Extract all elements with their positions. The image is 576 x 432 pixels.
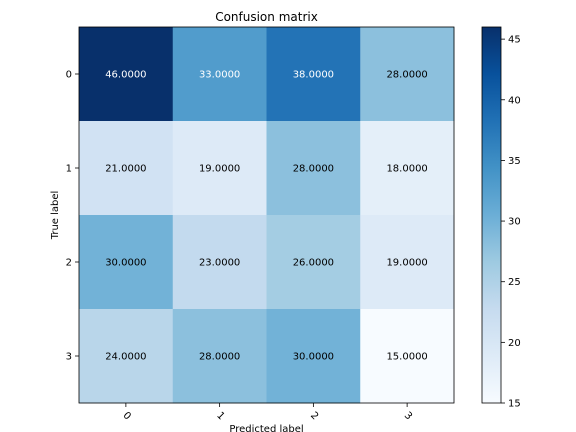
y-tick-label: 3: [66, 352, 72, 363]
chart-title: Confusion matrix: [215, 10, 318, 24]
colorbar-tick-label: 15: [508, 399, 521, 410]
x-axis-ticks: 0 1 2 3: [120, 403, 414, 422]
colorbar-tick-label: 25: [508, 277, 521, 288]
x-tick-label: 1: [214, 410, 226, 422]
x-tick-label: 2: [308, 410, 320, 422]
cell-value-label: 26.0000: [293, 258, 334, 269]
heatmap-cell: [79, 309, 174, 404]
y-tick-label: 2: [66, 258, 72, 269]
cell-value-label: 18.0000: [386, 164, 427, 175]
heatmap-cell: [172, 121, 267, 216]
heatmap-cell: [360, 121, 455, 216]
cell-value-label: 28.0000: [199, 352, 240, 363]
heatmap-cell: [172, 27, 267, 122]
cell-value-label: 24.0000: [105, 352, 146, 363]
heatmap-cell: [360, 27, 455, 122]
heatmap-cell: [266, 27, 361, 122]
cell-value-label: 28.0000: [386, 70, 427, 81]
heatmap-cells: 46.0000 33.0000 38.0000 28.0000 21.0000 19.00…: [79, 27, 455, 404]
heatmap-cell: [360, 309, 455, 404]
cell-value-label: 19.0000: [199, 164, 240, 175]
heatmap-cell: [360, 215, 455, 310]
plot-frame: [78, 26, 455, 404]
heatmap-cell: [266, 309, 361, 404]
colorbar-tick-label: 40: [508, 95, 521, 106]
cell-value-label: 23.0000: [199, 258, 240, 269]
cell-value-label: 46.0000: [105, 70, 146, 81]
colorbar-ticks: 15 20 25 30 35 40 45: [501, 35, 521, 410]
cell-value-label: 30.0000: [105, 258, 146, 269]
heatmap-cell: [172, 309, 267, 404]
x-tick-label: 0: [120, 410, 132, 422]
heatmap-cell: [266, 215, 361, 310]
heatmap-cell: [79, 215, 174, 310]
cell-value-label: 33.0000: [199, 70, 240, 81]
y-tick-label: 0: [66, 70, 72, 81]
x-axis-label: Predicted label: [229, 424, 303, 432]
y-axis-ticks: 0 1 2 3: [66, 70, 79, 363]
colorbar-tick-label: 35: [508, 156, 521, 167]
cell-value-label: 38.0000: [293, 70, 334, 81]
colorbar: [481, 26, 502, 404]
colorbar-tick-label: 30: [508, 217, 521, 228]
cell-value-label: 28.0000: [293, 164, 334, 175]
cell-value-label: 19.0000: [386, 258, 427, 269]
heatmap-cell: [79, 27, 174, 122]
heatmap-cell: [172, 215, 267, 310]
heatmap-cell: [79, 121, 174, 216]
y-tick-label: 1: [66, 164, 72, 175]
heatmap-cell: [266, 121, 361, 216]
cell-value-label: 30.0000: [293, 352, 334, 363]
cell-value-label: 15.0000: [386, 352, 427, 363]
y-axis-label: True label: [50, 191, 61, 241]
cell-value-label: 21.0000: [105, 164, 146, 175]
colorbar-tick-label: 45: [508, 35, 521, 46]
colorbar-tick-label: 20: [508, 338, 521, 349]
x-tick-label: 3: [402, 410, 414, 422]
